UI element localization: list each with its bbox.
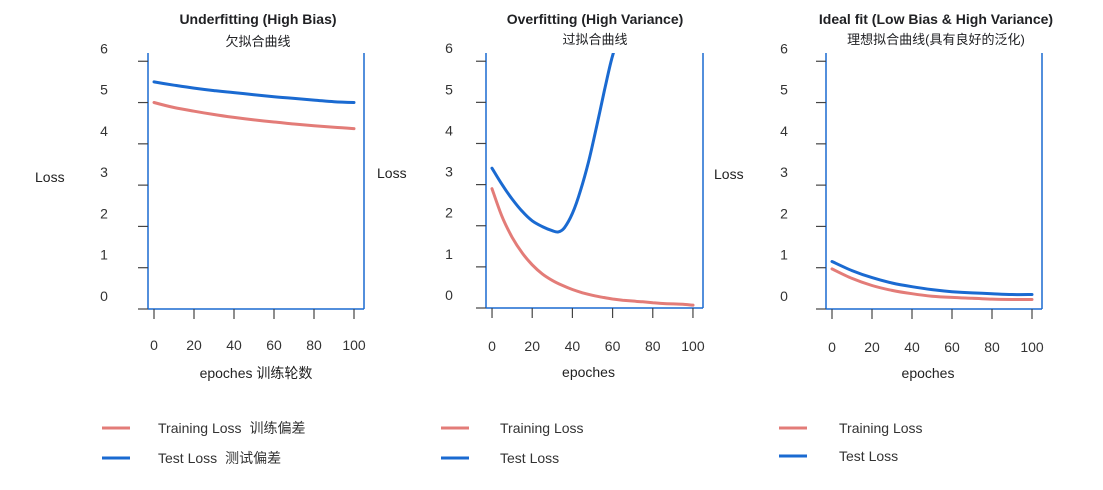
x-tick-label: 100 <box>681 338 705 354</box>
y-tick-label: 2 <box>780 205 788 221</box>
y-axis-label: Loss <box>35 169 65 185</box>
y-tick-label: 1 <box>100 247 108 263</box>
y-axis-label: Loss <box>377 165 407 181</box>
chart-panel-2: Overfitting (High Variance)过拟合曲线01234560… <box>377 11 705 466</box>
x-tick-label: 0 <box>488 338 496 354</box>
x-tick-label: 60 <box>605 338 621 354</box>
legend-training-label: Training Loss <box>158 420 242 436</box>
legend-training-label: Training Loss <box>839 420 923 436</box>
legend-test-label: Test Loss <box>500 450 559 466</box>
chart-subtitle: 理想拟合曲线(具有良好的泛化) <box>847 32 1025 47</box>
x-tick-label: 40 <box>565 338 581 354</box>
x-tick-label: 80 <box>984 339 1000 355</box>
y-axis-label: Loss <box>714 166 744 182</box>
y-tick-label: 3 <box>445 164 453 180</box>
x-axis-label: epoches 训练轮数 <box>200 365 313 381</box>
y-tick-label: 2 <box>445 205 453 221</box>
test-loss-line <box>830 260 1034 297</box>
y-tick-label: 5 <box>780 82 788 98</box>
x-axis-label: epoches <box>902 365 955 381</box>
y-tick-label: 6 <box>445 40 453 56</box>
x-tick-label: 80 <box>306 337 322 353</box>
x-tick-label: 100 <box>1020 339 1044 355</box>
x-tick-label: 60 <box>944 339 960 355</box>
x-tick-label: 40 <box>226 337 242 353</box>
legend-test-suffix: 测试偏差 <box>225 450 281 466</box>
training-loss-line <box>830 267 1034 302</box>
y-tick-label: 0 <box>780 288 788 304</box>
legend-training-suffix: 训练偏差 <box>250 420 306 436</box>
y-tick-label: 5 <box>445 81 453 97</box>
chart-subtitle: 过拟合曲线 <box>562 32 627 47</box>
y-tick-label: 6 <box>780 40 788 56</box>
legend-test-label: Test Loss <box>839 448 898 464</box>
y-tick-label: 4 <box>780 123 788 139</box>
x-tick-label: 0 <box>828 339 836 355</box>
x-tick-label: 20 <box>864 339 880 355</box>
chart-title: Ideal fit (Low Bias & High Variance) <box>819 11 1053 27</box>
test-loss-line <box>490 53 615 234</box>
y-tick-label: 5 <box>100 82 108 98</box>
y-tick-label: 3 <box>100 164 108 180</box>
y-tick-label: 6 <box>100 40 108 56</box>
x-tick-label: 80 <box>645 338 661 354</box>
chart-title: Underfitting (High Bias) <box>179 11 336 27</box>
y-tick-label: 4 <box>100 123 108 139</box>
chart-title: Overfitting (High Variance) <box>507 11 684 27</box>
x-tick-label: 0 <box>150 337 158 353</box>
test-loss-line <box>152 80 356 104</box>
y-tick-label: 0 <box>445 287 453 303</box>
x-axis-label: epoches <box>562 364 615 380</box>
y-tick-label: 1 <box>445 246 453 262</box>
legend-test-label: Test Loss <box>158 450 217 466</box>
y-tick-label: 1 <box>780 247 788 263</box>
x-tick-label: 40 <box>904 339 920 355</box>
y-tick-label: 0 <box>100 288 108 304</box>
legend-training-label: Training Loss <box>500 420 584 436</box>
y-tick-label: 4 <box>445 122 453 138</box>
chart-panel-3: Ideal fit (Low Bias & High Variance) 理想拟合… <box>714 11 1053 464</box>
x-tick-label: 60 <box>266 337 282 353</box>
y-tick-label: 3 <box>780 164 788 180</box>
y-tick-label: 2 <box>100 205 108 221</box>
training-loss-line <box>490 187 695 307</box>
x-tick-label: 20 <box>524 338 540 354</box>
x-tick-label: 100 <box>342 337 366 353</box>
training-loss-line <box>152 101 356 131</box>
chart-subtitle: 欠拟合曲线 <box>225 34 290 49</box>
x-tick-label: 20 <box>186 337 202 353</box>
